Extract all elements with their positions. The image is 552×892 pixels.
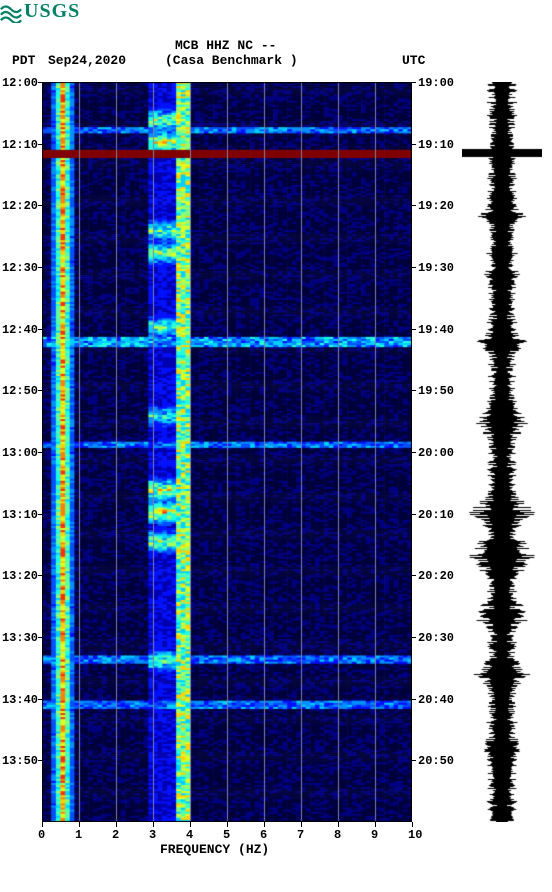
freq-tick: 10 bbox=[408, 828, 422, 842]
tick-mark bbox=[301, 822, 302, 827]
frequency-axis-label: FREQUENCY (HZ) bbox=[160, 842, 269, 857]
right-time-tick: 20:10 bbox=[418, 508, 454, 522]
left-time-tick: 13:40 bbox=[2, 693, 38, 707]
left-time-tick: 12:40 bbox=[2, 323, 38, 337]
tick-mark bbox=[38, 390, 42, 391]
station-id: MCB HHZ NC -- bbox=[175, 38, 276, 53]
left-time-tick: 12:50 bbox=[2, 384, 38, 398]
tick-mark bbox=[412, 205, 416, 206]
left-time-tick: 13:20 bbox=[2, 569, 38, 583]
tick-mark bbox=[116, 822, 117, 827]
tick-mark bbox=[38, 452, 42, 453]
left-time-tick: 12:20 bbox=[2, 199, 38, 213]
tick-mark bbox=[375, 822, 376, 827]
tick-mark bbox=[42, 822, 43, 827]
tick-mark bbox=[38, 514, 42, 515]
seismogram-waveform bbox=[462, 82, 542, 822]
tick-mark bbox=[412, 329, 416, 330]
timezone-left: PDT bbox=[12, 53, 35, 68]
tick-mark bbox=[38, 267, 42, 268]
tick-mark bbox=[38, 575, 42, 576]
freq-tick: 3 bbox=[149, 828, 156, 842]
tick-mark bbox=[38, 144, 42, 145]
freq-tick: 7 bbox=[297, 828, 304, 842]
left-time-tick: 13:10 bbox=[2, 508, 38, 522]
tick-mark bbox=[338, 822, 339, 827]
freq-tick: 9 bbox=[371, 828, 378, 842]
freq-tick: 1 bbox=[75, 828, 82, 842]
tick-mark bbox=[412, 82, 416, 83]
tick-mark bbox=[38, 699, 42, 700]
tick-mark bbox=[38, 205, 42, 206]
tick-mark bbox=[412, 760, 416, 761]
tick-mark bbox=[412, 390, 416, 391]
spectrogram-heatmap bbox=[42, 82, 412, 822]
tick-mark bbox=[227, 822, 228, 827]
left-time-tick: 12:30 bbox=[2, 261, 38, 275]
left-time-tick: 13:00 bbox=[2, 446, 38, 460]
freq-tick: 6 bbox=[260, 828, 267, 842]
freq-tick: 4 bbox=[186, 828, 193, 842]
tick-mark bbox=[412, 144, 416, 145]
tick-mark bbox=[412, 514, 416, 515]
station-name: (Casa Benchmark ) bbox=[165, 53, 298, 68]
freq-tick: 8 bbox=[334, 828, 341, 842]
right-time-tick: 20:40 bbox=[418, 693, 454, 707]
left-time-tick: 13:50 bbox=[2, 754, 38, 768]
tick-mark bbox=[412, 822, 413, 827]
tick-mark bbox=[412, 699, 416, 700]
right-time-tick: 19:40 bbox=[418, 323, 454, 337]
tick-mark bbox=[412, 267, 416, 268]
usgs-wave-icon bbox=[0, 1, 22, 23]
page: USGS MCB HHZ NC -- (Casa Benchmark ) PDT… bbox=[0, 0, 552, 892]
right-time-tick: 20:30 bbox=[418, 631, 454, 645]
right-time-tick: 19:50 bbox=[418, 384, 454, 398]
tick-mark bbox=[38, 329, 42, 330]
tick-mark bbox=[153, 822, 154, 827]
right-time-tick: 20:20 bbox=[418, 569, 454, 583]
tick-mark bbox=[79, 822, 80, 827]
usgs-logo: USGS bbox=[0, 0, 80, 23]
right-time-tick: 19:10 bbox=[418, 138, 454, 152]
right-time-tick: 19:00 bbox=[418, 76, 454, 90]
freq-tick: 2 bbox=[112, 828, 119, 842]
tick-mark bbox=[412, 637, 416, 638]
tick-mark bbox=[190, 822, 191, 827]
freq-tick: 0 bbox=[38, 828, 45, 842]
left-time-tick: 13:30 bbox=[2, 631, 38, 645]
left-time-tick: 12:10 bbox=[2, 138, 38, 152]
date-label: Sep24,2020 bbox=[48, 53, 126, 68]
usgs-logo-text: USGS bbox=[24, 0, 80, 23]
tick-mark bbox=[38, 82, 42, 83]
right-time-tick: 19:30 bbox=[418, 261, 454, 275]
tick-mark bbox=[264, 822, 265, 827]
freq-tick: 5 bbox=[223, 828, 230, 842]
tick-mark bbox=[38, 760, 42, 761]
right-time-tick: 20:00 bbox=[418, 446, 454, 460]
tick-mark bbox=[38, 637, 42, 638]
right-time-tick: 20:50 bbox=[418, 754, 454, 768]
tick-mark bbox=[412, 575, 416, 576]
timezone-right: UTC bbox=[402, 53, 425, 68]
left-time-tick: 12:00 bbox=[2, 76, 38, 90]
tick-mark bbox=[412, 452, 416, 453]
right-time-tick: 19:20 bbox=[418, 199, 454, 213]
